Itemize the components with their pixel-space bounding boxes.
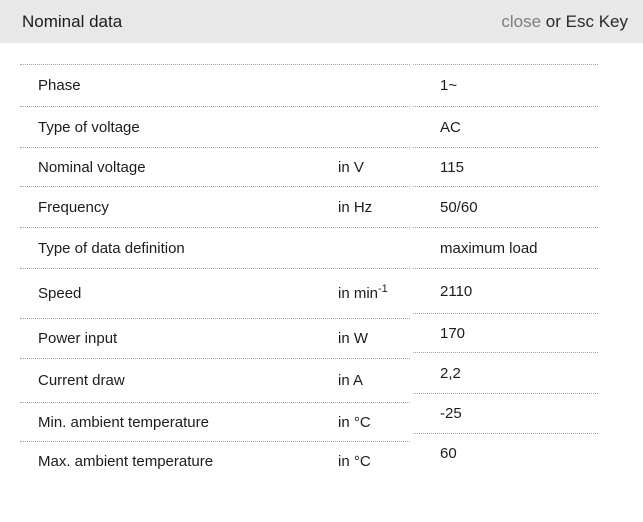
- table-row-value: 2110: [413, 268, 598, 313]
- table-row-value: 1~: [413, 64, 598, 106]
- row-unit: in V: [338, 158, 364, 176]
- row-value: -25: [440, 405, 462, 422]
- table-row-value: -25: [413, 393, 598, 433]
- row-label: Frequency: [38, 198, 109, 216]
- dialog-title: Nominal data: [22, 11, 123, 31]
- row-label: Phase: [38, 77, 81, 94]
- close-link[interactable]: close: [501, 11, 542, 31]
- row-value: AC: [440, 118, 461, 136]
- table-row-value: 115: [413, 147, 598, 186]
- table-row: Max. ambient temperature in °C: [20, 441, 410, 481]
- table-row: Min. ambient temperature in °C: [20, 402, 410, 441]
- close-area: close or Esc Key: [501, 12, 628, 32]
- esc-key-hint: or Esc Key: [545, 11, 628, 31]
- row-unit: in Hz: [338, 198, 373, 216]
- row-label: Speed: [38, 285, 82, 302]
- row-value: 50/60: [440, 198, 478, 216]
- table-row-value: maximum load: [413, 227, 598, 268]
- dialog-header: Nominal data close or Esc Key: [0, 0, 643, 43]
- table-row: Current draw in A: [20, 358, 410, 402]
- row-label: Type of data definition: [38, 239, 185, 257]
- row-label: Current draw: [38, 372, 125, 389]
- row-label: Type of voltage: [38, 118, 140, 136]
- table-row-value: AC: [413, 106, 598, 147]
- table-row: Type of voltage: [20, 106, 410, 147]
- table-row: Type of data definition: [20, 227, 410, 268]
- row-unit: in °C: [338, 413, 371, 431]
- table-row-value: 60: [413, 433, 598, 473]
- table-row-value: 170: [413, 313, 598, 352]
- nominal-data-table: Phase Type of voltage Nominal voltage in…: [20, 64, 598, 481]
- table-row: Speed in min-1: [20, 268, 410, 318]
- row-unit: in °C: [338, 453, 371, 470]
- row-value: 2,2: [440, 364, 461, 382]
- row-label: Min. ambient temperature: [38, 413, 209, 431]
- row-unit: in min-1: [338, 283, 388, 303]
- row-value: 1~: [440, 77, 458, 94]
- table-row-value: 50/60: [413, 186, 598, 227]
- label-unit-column: Phase Type of voltage Nominal voltage in…: [20, 64, 410, 481]
- row-value: 60: [440, 445, 457, 462]
- table-row: Phase: [20, 64, 410, 106]
- row-value: 170: [440, 324, 466, 342]
- row-value: maximum load: [440, 239, 538, 257]
- row-label: Max. ambient temperature: [38, 453, 214, 470]
- row-value: 2110: [440, 282, 473, 300]
- table-row: Nominal voltage in V: [20, 147, 410, 186]
- row-unit: in W: [338, 330, 368, 347]
- value-column: 1~ AC 115 50/60 maximum load 2110 170 2,…: [413, 64, 598, 473]
- row-unit: in A: [338, 372, 364, 389]
- row-value: 115: [440, 158, 464, 176]
- row-label: Power input: [38, 330, 118, 347]
- row-label: Nominal voltage: [38, 158, 146, 176]
- table-row: Power input in W: [20, 318, 410, 358]
- table-row-value: 2,2: [413, 352, 598, 393]
- table-row: Frequency in Hz: [20, 186, 410, 227]
